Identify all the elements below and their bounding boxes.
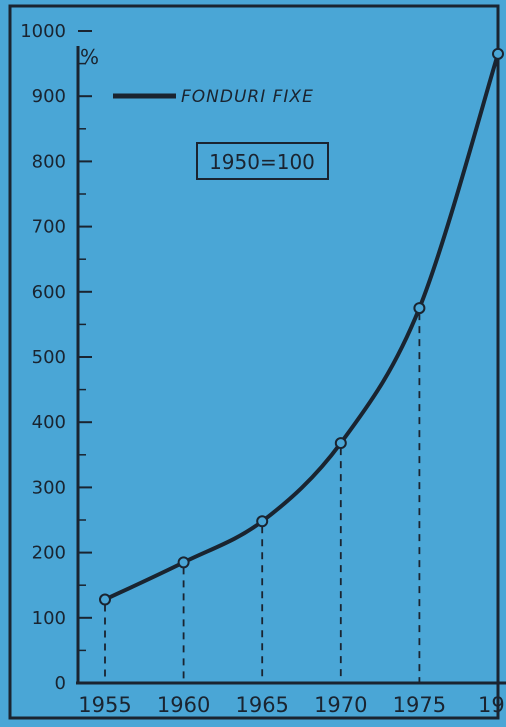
y-tick-label: 700	[32, 217, 66, 238]
base-note: 1950=100	[209, 150, 315, 174]
y-tick-label: 200	[32, 543, 66, 564]
x-tick-label: 1965	[235, 693, 288, 717]
y-tick-label: 500	[32, 347, 66, 368]
data-point	[493, 49, 503, 59]
y-tick-label: 400	[32, 412, 66, 433]
data-point	[336, 438, 346, 448]
y-tick-label: 1000	[20, 21, 66, 42]
x-ticks: 1955 1960 1965 1970 1975 198	[78, 693, 506, 717]
y-tick-label: 300	[32, 477, 66, 498]
x-tick-label: 198	[478, 693, 506, 717]
chart-frame	[10, 6, 498, 718]
series-line-fonduri-fixe	[105, 54, 498, 600]
y-tick-label: 900	[32, 86, 66, 107]
data-point	[257, 516, 267, 526]
series-group	[105, 54, 498, 600]
x-tick-label: 1975	[393, 693, 446, 717]
data-point	[100, 595, 110, 605]
y-tick-label: 600	[32, 282, 66, 303]
data-point	[179, 557, 189, 567]
y-tick-label: 0	[55, 673, 66, 694]
data-point	[414, 303, 424, 313]
data-points	[100, 49, 503, 605]
y-tick-label: 100	[32, 608, 66, 629]
y-tick-label: 800	[32, 151, 66, 172]
x-tick-label: 1955	[78, 693, 131, 717]
y-unit-label: %	[80, 45, 99, 69]
legend-label: FONDURI FIXE	[181, 87, 314, 107]
x-tick-label: 1970	[314, 693, 367, 717]
y-ticks: 0 100 200 300 400 500 600 700 800 900 1000	[20, 21, 92, 694]
x-tick-label: 1960	[157, 693, 210, 717]
